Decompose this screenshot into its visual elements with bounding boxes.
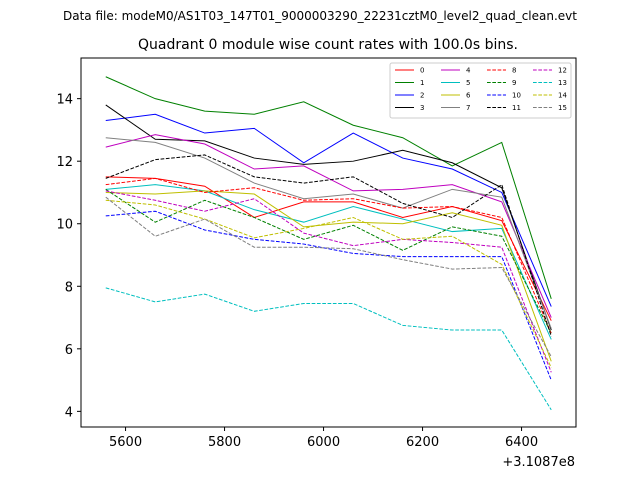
legend-label-7: 7 bbox=[466, 104, 470, 112]
y-tick-label-14: 14 bbox=[56, 93, 73, 108]
legend-label-6: 6 bbox=[466, 92, 471, 100]
legend-label-9: 9 bbox=[512, 79, 516, 87]
legend-label-14: 14 bbox=[558, 92, 567, 100]
series-line-2 bbox=[105, 113, 552, 307]
legend-label-10: 10 bbox=[512, 92, 521, 100]
chart-suptitle: Data file: modeM0/AS1T03_147T01_90000032… bbox=[63, 9, 577, 23]
x-offset-label: +3.1087e8 bbox=[502, 455, 575, 470]
legend-label-13: 13 bbox=[558, 79, 567, 87]
x-tick-label-5600: 5600 bbox=[109, 435, 142, 450]
series-line-10 bbox=[105, 210, 552, 381]
legend-label-12: 12 bbox=[558, 67, 567, 75]
y-tick-label-12: 12 bbox=[56, 155, 73, 170]
series-line-15 bbox=[105, 196, 552, 357]
series-line-11 bbox=[105, 154, 552, 337]
series-line-1 bbox=[105, 76, 552, 299]
series-line-7 bbox=[105, 137, 552, 329]
legend-box bbox=[389, 62, 572, 119]
x-tick-label-6400: 6400 bbox=[505, 435, 538, 450]
series-group bbox=[105, 76, 552, 411]
y-tick-label-8: 8 bbox=[65, 280, 73, 295]
legend-label-11: 11 bbox=[512, 104, 521, 112]
legend-label-8: 8 bbox=[512, 67, 516, 75]
legend-label-3: 3 bbox=[420, 104, 424, 112]
legend-label-15: 15 bbox=[558, 104, 567, 112]
legend-label-5: 5 bbox=[466, 79, 470, 87]
plot-background bbox=[81, 58, 576, 427]
series-line-14 bbox=[105, 199, 552, 368]
axes-frame bbox=[80, 57, 577, 428]
series-line-13 bbox=[105, 287, 552, 411]
legend-label-4: 4 bbox=[466, 67, 471, 75]
series-line-8 bbox=[105, 177, 552, 334]
chart-title: Quadrant 0 module wise count rates with … bbox=[138, 37, 518, 53]
plot-area bbox=[81, 58, 576, 427]
series-line-0 bbox=[105, 176, 552, 321]
x-tick-label-6000: 6000 bbox=[307, 435, 340, 450]
series-line-5 bbox=[105, 184, 552, 340]
y-tick-label-4: 4 bbox=[65, 405, 73, 420]
legend-label-0: 0 bbox=[420, 67, 424, 75]
series-line-6 bbox=[105, 190, 552, 362]
legend-label-1: 1 bbox=[420, 79, 424, 87]
series-line-9 bbox=[105, 188, 552, 334]
legend-label-2: 2 bbox=[420, 92, 424, 100]
x-tick-label-6200: 6200 bbox=[406, 435, 439, 450]
x-tick-label-5800: 5800 bbox=[208, 435, 241, 450]
series-line-3 bbox=[105, 104, 552, 331]
y-tick-label-10: 10 bbox=[56, 218, 73, 233]
y-tick-label-6: 6 bbox=[65, 343, 73, 358]
series-line-12 bbox=[105, 190, 552, 373]
